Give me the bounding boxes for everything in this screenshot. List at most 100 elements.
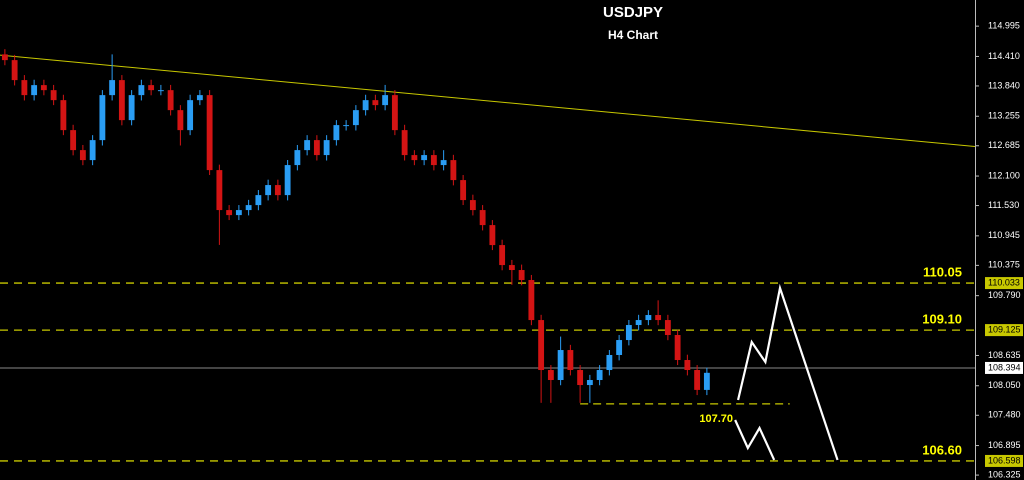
level-price-label: 110.033 — [988, 277, 1020, 287]
level-price-box — [985, 277, 1023, 290]
candle-body — [89, 140, 96, 161]
candle-body — [294, 150, 301, 166]
y-tick-label: 106.895 — [988, 440, 1021, 450]
candle-body — [528, 280, 535, 321]
candle-body — [577, 370, 584, 386]
candle-body — [469, 200, 476, 211]
candle-body — [167, 90, 174, 111]
candle-body — [226, 210, 233, 216]
candle-body — [304, 140, 311, 151]
level-price-label: 109.125 — [988, 324, 1021, 334]
candle-body — [109, 80, 116, 96]
candle-body — [586, 380, 593, 386]
y-tick-label: 108.635 — [988, 350, 1021, 360]
candle-body — [99, 95, 106, 141]
candle-body — [284, 165, 291, 196]
candle-body — [372, 100, 379, 106]
candle-body — [518, 270, 525, 281]
candle-body — [450, 160, 457, 181]
chart-subtitle: H4 Chart — [608, 28, 658, 42]
y-tick-label: 112.100 — [988, 170, 1020, 180]
candle-body — [1, 54, 8, 61]
candle-body — [440, 160, 447, 166]
candle-body — [655, 315, 662, 321]
candle-body — [703, 372, 710, 390]
trendline — [0, 54, 976, 148]
level-price-label: 106.598 — [988, 455, 1021, 465]
candle-body — [596, 370, 603, 381]
candle-body — [235, 210, 242, 216]
level-price-box — [985, 454, 1023, 467]
candle-body — [664, 320, 671, 336]
y-tick-label: 113.840 — [988, 80, 1020, 90]
candle-body — [11, 60, 18, 81]
candle-body — [401, 130, 408, 156]
y-tick-label: 111.530 — [988, 200, 1019, 210]
candle-body — [79, 150, 86, 161]
candle-body — [684, 360, 691, 371]
current-price-label: 108.394 — [988, 362, 1021, 372]
candle-body — [460, 180, 467, 201]
candle-body — [157, 90, 164, 92]
candle-body — [547, 370, 554, 381]
short-level-annotation: 107.70 — [699, 413, 733, 425]
level-annotation: 106.60 — [922, 442, 962, 457]
candle-body — [333, 125, 340, 141]
candle-body — [40, 85, 47, 91]
y-tick-label: 106.325 — [988, 469, 1021, 479]
candle-body — [187, 100, 194, 131]
y-tick-label: 114.410 — [988, 51, 1020, 61]
candle-body — [70, 130, 77, 151]
projection-path — [734, 419, 776, 461]
candle-body — [196, 95, 203, 101]
candle-body — [674, 335, 681, 361]
candle-body — [479, 210, 486, 226]
candle-body — [606, 355, 613, 371]
candle-body — [323, 140, 330, 156]
candle-body — [421, 155, 428, 161]
level-price-box — [985, 324, 1023, 337]
candle-body — [206, 95, 213, 171]
candle-body — [274, 185, 281, 196]
candle-body — [499, 245, 506, 266]
y-tick-label: 112.685 — [988, 140, 1020, 150]
chart-title: USDJPY — [603, 4, 663, 21]
candle-body — [557, 350, 564, 381]
candle-body — [118, 80, 125, 121]
candle-body — [177, 110, 184, 131]
candle-body — [411, 155, 418, 161]
candle-body — [694, 370, 701, 390]
candle-body — [382, 95, 389, 106]
candle-body — [50, 90, 57, 101]
candle-body — [216, 170, 223, 211]
candle-body — [635, 320, 642, 326]
candle-body — [645, 315, 652, 321]
candle-body — [362, 100, 369, 111]
y-tick-label: 113.255 — [988, 111, 1020, 121]
candle-body — [343, 125, 350, 127]
candle-body — [21, 80, 28, 96]
candle-body — [265, 185, 272, 196]
candle-body — [538, 320, 545, 371]
candle-body — [138, 85, 145, 96]
projection-path — [737, 283, 839, 461]
candle-body — [391, 95, 398, 131]
candle-body — [430, 155, 437, 166]
candle-body — [60, 100, 67, 131]
y-tick-label: 108.050 — [988, 380, 1021, 390]
current-price-box — [985, 361, 1023, 374]
y-tick-label: 110.945 — [988, 230, 1020, 240]
level-annotation: 110.05 — [923, 265, 962, 280]
level-annotation: 109.10 — [922, 312, 962, 327]
y-tick-label: 110.375 — [988, 260, 1020, 270]
candle-body — [313, 140, 320, 156]
candle-body — [255, 195, 262, 206]
y-tick-label: 107.480 — [988, 410, 1021, 420]
candle-body — [31, 85, 38, 96]
candle-body — [128, 95, 135, 121]
candle-body — [489, 225, 496, 246]
y-tick-label: 114.995 — [988, 21, 1020, 31]
candle-body — [245, 205, 252, 211]
